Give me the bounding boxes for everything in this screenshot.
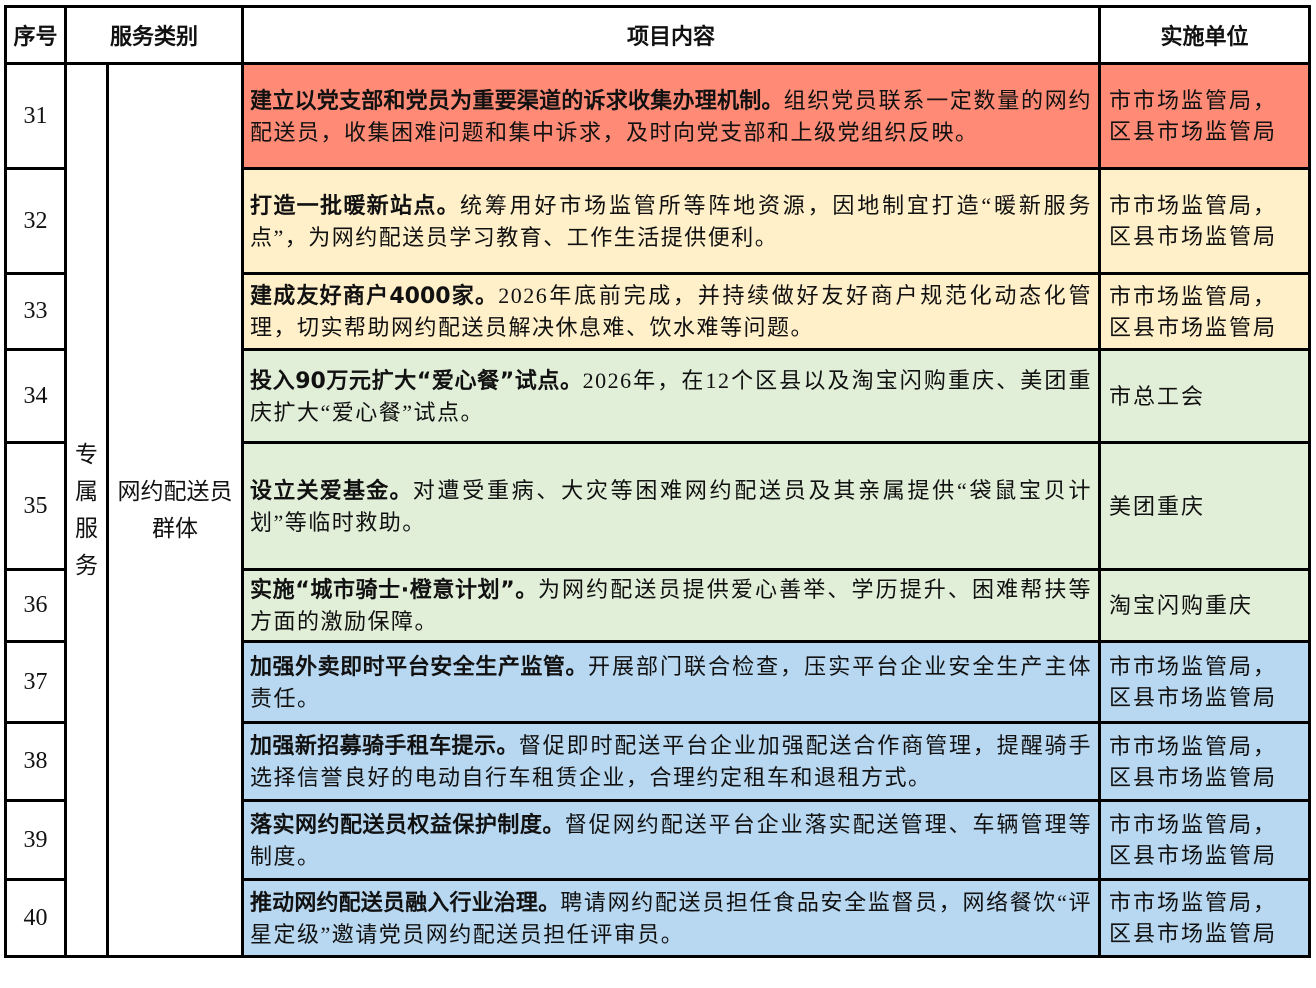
- row-number: 39: [4, 799, 67, 881]
- project-content: 落实网约配送员权益保护制度。督促网约配送平台企业落实配送管理、车辆管理等制度。: [241, 799, 1102, 881]
- project-body: 督促网约配送平台企业落实配送管理、车辆管理等制度。: [250, 811, 1092, 869]
- table-row: 31 专属服务 网约配送员群体 建立以党支部和党员为重要渠道的诉求收集办理机制。组织党…: [4, 62, 1312, 958]
- project-title: 落实网约配送员权益保护制度。: [250, 812, 565, 838]
- header-content: 项目内容: [241, 5, 1102, 65]
- implementing-unit: 美团重庆: [1098, 441, 1312, 571]
- implementing-unit: 市市场监管局，区县市场监管局: [1098, 721, 1312, 802]
- table-header-row: 序号 服务类别 项目内容 实施单位: [4, 5, 1312, 65]
- project-title: 实施“城市骑士·橙意计划”。: [250, 578, 538, 603]
- implementing-unit: 市市场监管局，区县市场监管局: [1098, 62, 1312, 170]
- table-row: 38 加强新招募骑手租车提示。督促即时配送平台企业加强配送合作商管理，提醒骑手选择…: [4, 721, 1312, 802]
- table-row: 32 打造一批暖新站点。统筹用好市场监管所等阵地资源，因地制宜打造“暖新服务点”，…: [4, 167, 1312, 275]
- implementing-unit: 市总工会: [1098, 348, 1312, 444]
- row-number: 34: [4, 348, 67, 444]
- category-level1: 专属服务: [64, 62, 109, 958]
- table-row: 33 建成友好商户4000家。2026年底前完成，并持续做好友好商户规范化动态化管…: [4, 272, 1312, 351]
- implementing-unit: 市市场监管局，区县市场监管局: [1098, 272, 1312, 351]
- project-content: 推动网约配送员融入行业治理。聘请网约配送员担任食品安全监督员，网络餐饮“评星定级…: [241, 878, 1102, 958]
- implementing-unit: 市市场监管局，区县市场监管局: [1098, 167, 1312, 275]
- project-content: 实施“城市骑士·橙意计划”。为网约配送员提供爱心善举、学历提升、困难帮扶等方面的…: [241, 568, 1102, 643]
- category-level2: 网约配送员群体: [105, 62, 245, 958]
- row-number: 31: [4, 62, 67, 170]
- project-body: 开展部门联合检查，压实平台企业安全生产主体责任。: [250, 653, 1092, 711]
- row-number: 38: [4, 721, 67, 802]
- project-title: 建成友好商户4000家。: [250, 284, 499, 309]
- project-title: 打造一批暖新站点。: [250, 193, 460, 219]
- project-content: 加强新招募骑手租车提示。督促即时配送平台企业加强配送合作商管理，提醒骑手选择信誉…: [241, 721, 1102, 802]
- project-body: 对遭受重病、大灾等困难网约配送员及其亲属提供“袋鼠宝贝计划”等临时救助。: [250, 477, 1092, 535]
- service-table: 序号 服务类别 项目内容 实施单位 31 专属服务 网约配送员群体 建立以党支部和党员…: [4, 5, 1312, 958]
- project-title: 加强外卖即时平台安全生产监管。: [250, 654, 588, 680]
- implementing-unit: 市市场监管局，区县市场监管局: [1098, 799, 1312, 881]
- row-number: 35: [4, 441, 67, 571]
- project-content: 建立以党支部和党员为重要渠道的诉求收集办理机制。组织党员联系一定数量的网约配送员…: [241, 62, 1102, 170]
- project-content: 加强外卖即时平台安全生产监管。开展部门联合检查，压实平台企业安全生产主体责任。: [241, 640, 1102, 724]
- row-number: 40: [4, 878, 67, 958]
- row-number: 37: [4, 640, 67, 724]
- project-body: 2026年，在12个区县以及淘宝闪购重庆、美团重庆扩大“爱心餐”试点。: [250, 367, 1093, 425]
- row-number: 33: [4, 272, 67, 351]
- category-level1-text: 专属服务: [75, 442, 98, 578]
- project-title: 推动网约配送员融入行业治理。: [250, 890, 561, 916]
- project-content: 设立关爱基金。对遭受重病、大灾等困难网约配送员及其亲属提供“袋鼠宝贝计划”等临时…: [241, 441, 1102, 571]
- project-content: 投入90万元扩大“爱心餐”试点。2026年，在12个区县以及淘宝闪购重庆、美团重…: [241, 348, 1102, 444]
- table-row: 39 落实网约配送员权益保护制度。督促网约配送平台企业落实配送管理、车辆管理等制度…: [4, 799, 1312, 881]
- implementing-unit: 市市场监管局，区县市场监管局: [1098, 640, 1312, 724]
- table-row: 36 实施“城市骑士·橙意计划”。为网约配送员提供爱心善举、学历提升、困难帮扶等方…: [4, 568, 1312, 643]
- header-category: 服务类别: [63, 5, 245, 65]
- project-title: 投入90万元扩大“爱心餐”试点。: [250, 368, 583, 394]
- table-row: 37 加强外卖即时平台安全生产监管。开展部门联合检查，压实平台企业安全生产主体责任…: [4, 640, 1312, 724]
- implementing-unit: 淘宝闪购重庆: [1098, 568, 1312, 643]
- header-unit: 实施单位: [1098, 5, 1312, 65]
- project-body: 督促即时配送平台企业加强配送合作商管理，提醒骑手选择信誉良好的电动自行车租赁企业…: [250, 733, 1092, 790]
- project-title: 加强新招募骑手租车提示。: [250, 734, 519, 759]
- project-body: 组织党员联系一定数量的网约配送员，收集困难问题和集中诉求，及时向党支部和上级党组…: [250, 87, 1092, 145]
- project-title: 设立关爱基金。: [250, 478, 413, 504]
- table-row: 34 投入90万元扩大“爱心餐”试点。2026年，在12个区县以及淘宝闪购重庆、美…: [4, 348, 1312, 444]
- project-body: 统筹用好市场监管所等阵地资源，因地制宜打造“暖新服务点”，为网约配送员学习教育、…: [250, 192, 1092, 250]
- implementing-unit: 市市场监管局，区县市场监管局: [1098, 878, 1312, 958]
- row-number: 36: [4, 568, 67, 643]
- project-body: 2026年底前完成，并持续做好友好商户规范化动态化管理，切实帮助网约配送员解决休…: [250, 283, 1093, 340]
- row-number: 32: [4, 167, 67, 275]
- project-body: 聘请网约配送员担任食品安全监督员，网络餐饮“评星定级”邀请党员网约配送员担任评审…: [250, 889, 1093, 947]
- project-content: 建成友好商户4000家。2026年底前完成，并持续做好友好商户规范化动态化管理，…: [241, 272, 1102, 351]
- table-row: 40 推动网约配送员融入行业治理。聘请网约配送员担任食品安全监督员，网络餐饮“评星…: [4, 878, 1312, 958]
- project-body: 为网约配送员提供爱心善举、学历提升、困难帮扶等方面的激励保障。: [250, 577, 1093, 634]
- header-seq: 序号: [4, 5, 67, 65]
- project-content: 打造一批暖新站点。统筹用好市场监管所等阵地资源，因地制宜打造“暖新服务点”，为网…: [241, 167, 1102, 275]
- table-row: 35 设立关爱基金。对遭受重病、大灾等困难网约配送员及其亲属提供“袋鼠宝贝计划”等…: [4, 441, 1312, 571]
- project-title: 建立以党支部和党员为重要渠道的诉求收集办理机制。: [250, 88, 784, 114]
